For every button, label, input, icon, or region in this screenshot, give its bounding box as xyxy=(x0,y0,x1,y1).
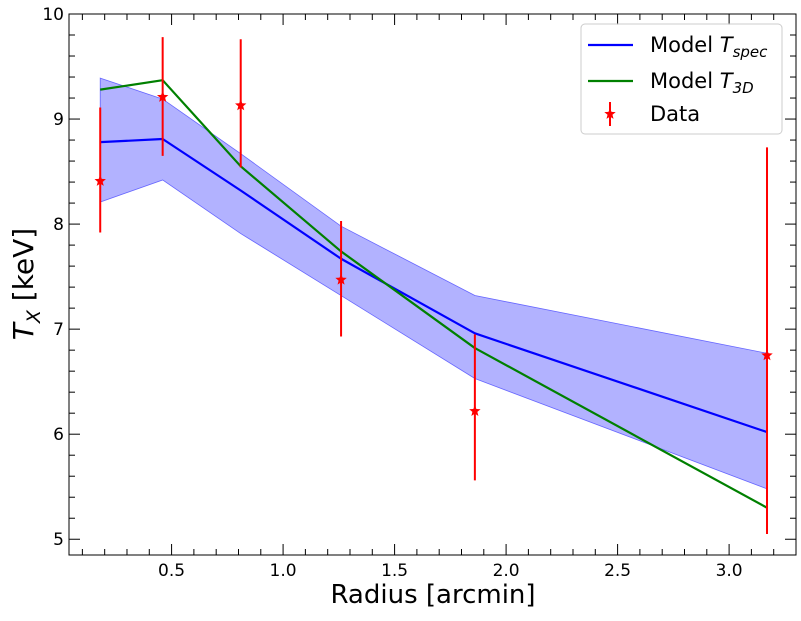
x-tick-label: 2.0 xyxy=(493,561,520,581)
legend-box xyxy=(580,23,783,135)
data-star-marker xyxy=(469,405,481,416)
y-axis-label-unit: [keV] xyxy=(7,228,40,310)
y-tick-label: 9 xyxy=(53,110,64,130)
y-tick-label: 6 xyxy=(53,425,64,445)
data-star-marker xyxy=(761,349,773,361)
data-point xyxy=(335,220,347,337)
uncertainty-band-layer xyxy=(99,77,768,490)
y-axis-label-symbol: T xyxy=(7,321,40,340)
data-point xyxy=(156,37,169,156)
data-star-marker xyxy=(94,175,106,186)
legend-label-tspec: Model Tspec xyxy=(650,33,768,61)
model-lines-layer xyxy=(100,79,768,509)
legend-swatch-data xyxy=(604,102,616,126)
plot-frame xyxy=(68,13,797,556)
data-point xyxy=(235,39,247,168)
x-tick-label: 0.5 xyxy=(158,561,185,581)
y-axis-label-subscript: X xyxy=(23,309,45,324)
y-tick-label: 7 xyxy=(53,320,64,340)
y-tick-label: 10 xyxy=(42,5,64,25)
x-axis-label: Radius [arcmin] xyxy=(330,580,535,610)
data-point xyxy=(761,147,773,534)
data-star-marker xyxy=(335,273,347,285)
y-tick-label: 8 xyxy=(53,215,64,235)
legend-label-data: Data xyxy=(650,102,700,126)
x-tick-label: 1.0 xyxy=(270,561,297,581)
data-point xyxy=(94,107,106,233)
model-t3d-line xyxy=(100,79,768,509)
x-tick-label: 1.5 xyxy=(381,561,408,581)
legend-data-star xyxy=(604,108,616,119)
data-point xyxy=(469,334,481,481)
legend-label-t3d: Model T3D xyxy=(650,69,754,97)
data-points-layer xyxy=(94,37,773,534)
data-star-marker xyxy=(156,90,169,102)
x-tick-label: 2.5 xyxy=(604,561,631,581)
y-tick-label: 5 xyxy=(53,530,64,550)
tspec-uncertainty-band xyxy=(99,77,768,490)
axis-ticks-layer xyxy=(69,13,797,555)
x-tick-label: 3.0 xyxy=(716,561,743,581)
y-axis-label: TX [keV] xyxy=(7,228,45,341)
tick-labels-layer: 0.5 1.0 1.5 2.0 2.5 3.0 5 6 7 8 9 10 xyxy=(42,5,742,581)
data-star-marker xyxy=(235,99,247,111)
legend: Model Tspec Model T3D Data xyxy=(580,23,783,135)
model-tspec-line xyxy=(100,137,768,434)
